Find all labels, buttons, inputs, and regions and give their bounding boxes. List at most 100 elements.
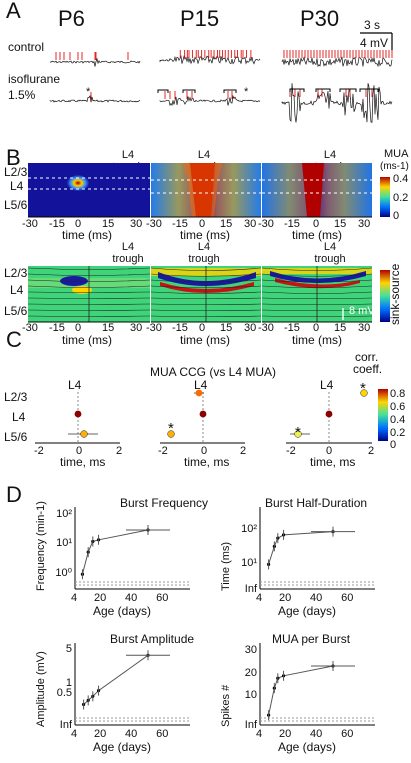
ccg-top-label-2: L4 [194,378,208,392]
ccg-top-label-1: L4 [68,378,82,392]
burst-bracket [223,89,237,93]
xtick: 0 [75,322,82,334]
age-p15: P15 [180,6,220,31]
burst-bracket [157,89,169,93]
b2-xlabel-1: time (ms) [62,333,112,347]
b1-layer-l23: L2/3 [4,165,28,179]
ccg-plots [35,389,388,444]
csd-p30 [261,266,373,322]
xtick: -15 [172,322,188,334]
xtick: -30 [146,322,162,334]
chart-plot-area [74,507,190,590]
asterisk-p6: * [86,86,91,98]
chart-xlabel: Age (days) [278,604,337,618]
chart-ylabel: Spikes # [220,684,232,727]
xtick: 0 [313,322,320,334]
xtick: 30 [358,322,371,334]
chart-title: MUA per Burst [272,632,351,646]
chart-ytick: 10² [56,508,72,521]
chart-plot-area [74,643,190,726]
chart-xlabel: Age (days) [93,740,152,754]
xtick: 0 [201,445,208,457]
scale-bars [360,32,393,50]
panel-label-a: A [6,0,21,23]
chart-xtick: 40 [125,592,138,604]
burst-bracket [315,88,331,92]
xtick: 0 [76,445,83,457]
mean-curve [81,529,149,575]
age-p30: P30 [300,6,340,31]
ccg-plot-1 [35,392,120,444]
xtick: 15 [102,218,115,230]
asterisk-p15: * [244,86,249,98]
chart-ytick: 10⁰ [55,566,72,579]
chart-ytick: 30 [244,644,257,657]
b2-layer-l23: L2/3 [4,266,28,280]
ccg-asterisk-3: * [360,380,366,397]
csd-title-1: L4 trough [112,241,144,265]
chart-xtick: 40 [125,728,138,740]
ccg-cbar-tick: 0.2 [390,427,406,439]
chart-xlabel: Age (days) [93,604,152,618]
chart-xtick: 4 [256,728,263,740]
ccg-plot-2 [160,389,245,444]
xtick: 0 [199,218,206,230]
b1-xlabel-1: time (ms) [62,228,112,242]
c-layer-l56: L5/6 [4,430,28,444]
xtick: 30 [130,218,143,230]
csd-title-2: L4 trough [188,241,220,265]
chart-title: Burst Half-Duration [265,496,368,510]
xtick: -2 [286,445,296,457]
chart-xtick: 40 [310,592,323,604]
mua-cbar-unit: (ms-1) [380,161,409,172]
b1-layer-l4: L4 [10,179,24,193]
xtick: -15 [172,218,188,230]
xtick: 30 [130,322,143,334]
chart-ytick: 10¹ [241,557,257,570]
chart-title: Burst Amplitude [110,632,195,646]
csd-colorbar [380,270,390,322]
mua-cbar-title: MUA [384,148,409,160]
chart-xtick: 40 [310,728,323,740]
ccg-cbar-tick: 0.6 [390,401,406,413]
chart-ylabel: Amplitude (mV) [35,651,47,727]
xtick: 0 [326,445,333,457]
mua-heatmap-p15 [151,163,261,217]
chart-xlabel: Age (days) [278,740,337,754]
mua-cbar-tick: 0 [393,210,400,222]
chart-ytick: 1 [65,677,72,689]
chart-ytick: 20 [244,667,257,680]
b1-layer-l56: L5/6 [4,198,28,212]
b1-xlabel-2: time (ms) [180,228,230,242]
xtick: 2 [116,445,123,457]
chart-ytick: 10¹ [56,536,72,549]
ccg-asterisk-2: * [295,424,301,441]
ccg-point [325,410,333,418]
xtick: 15 [102,322,115,334]
chart-ytick: 10² [241,522,257,535]
ccg-point [360,389,368,397]
chart-ytick: 0.5 [56,686,72,699]
c-xlabel-2: time, ms [184,455,230,469]
chart-title: Burst Frequency [120,496,209,510]
panel-label-c: C [6,327,22,352]
ccg-point [199,410,207,418]
xtick: 0 [75,218,82,230]
xtick: 15 [220,322,233,334]
panel-label-b: B [6,145,21,170]
chart-xtick: 4 [71,592,78,604]
chart-xtick: 20 [94,728,107,740]
lfp-trace [49,95,141,103]
xtick: 30 [244,218,257,230]
age-p6: P6 [58,6,85,31]
scale-voltage-label: 4 mV [360,36,389,50]
xtick: -15 [49,322,65,334]
chart-xtick: 60 [156,592,169,604]
chart-ytick: 5 [65,642,72,655]
xtick: -2 [34,445,44,457]
ccg-point [167,430,175,438]
xtick: -15 [49,218,65,230]
ccg-cbar-tick: 0 [390,439,397,451]
chart-inf-label: Inf [244,719,257,731]
chart-inf-label: Inf [244,583,257,595]
